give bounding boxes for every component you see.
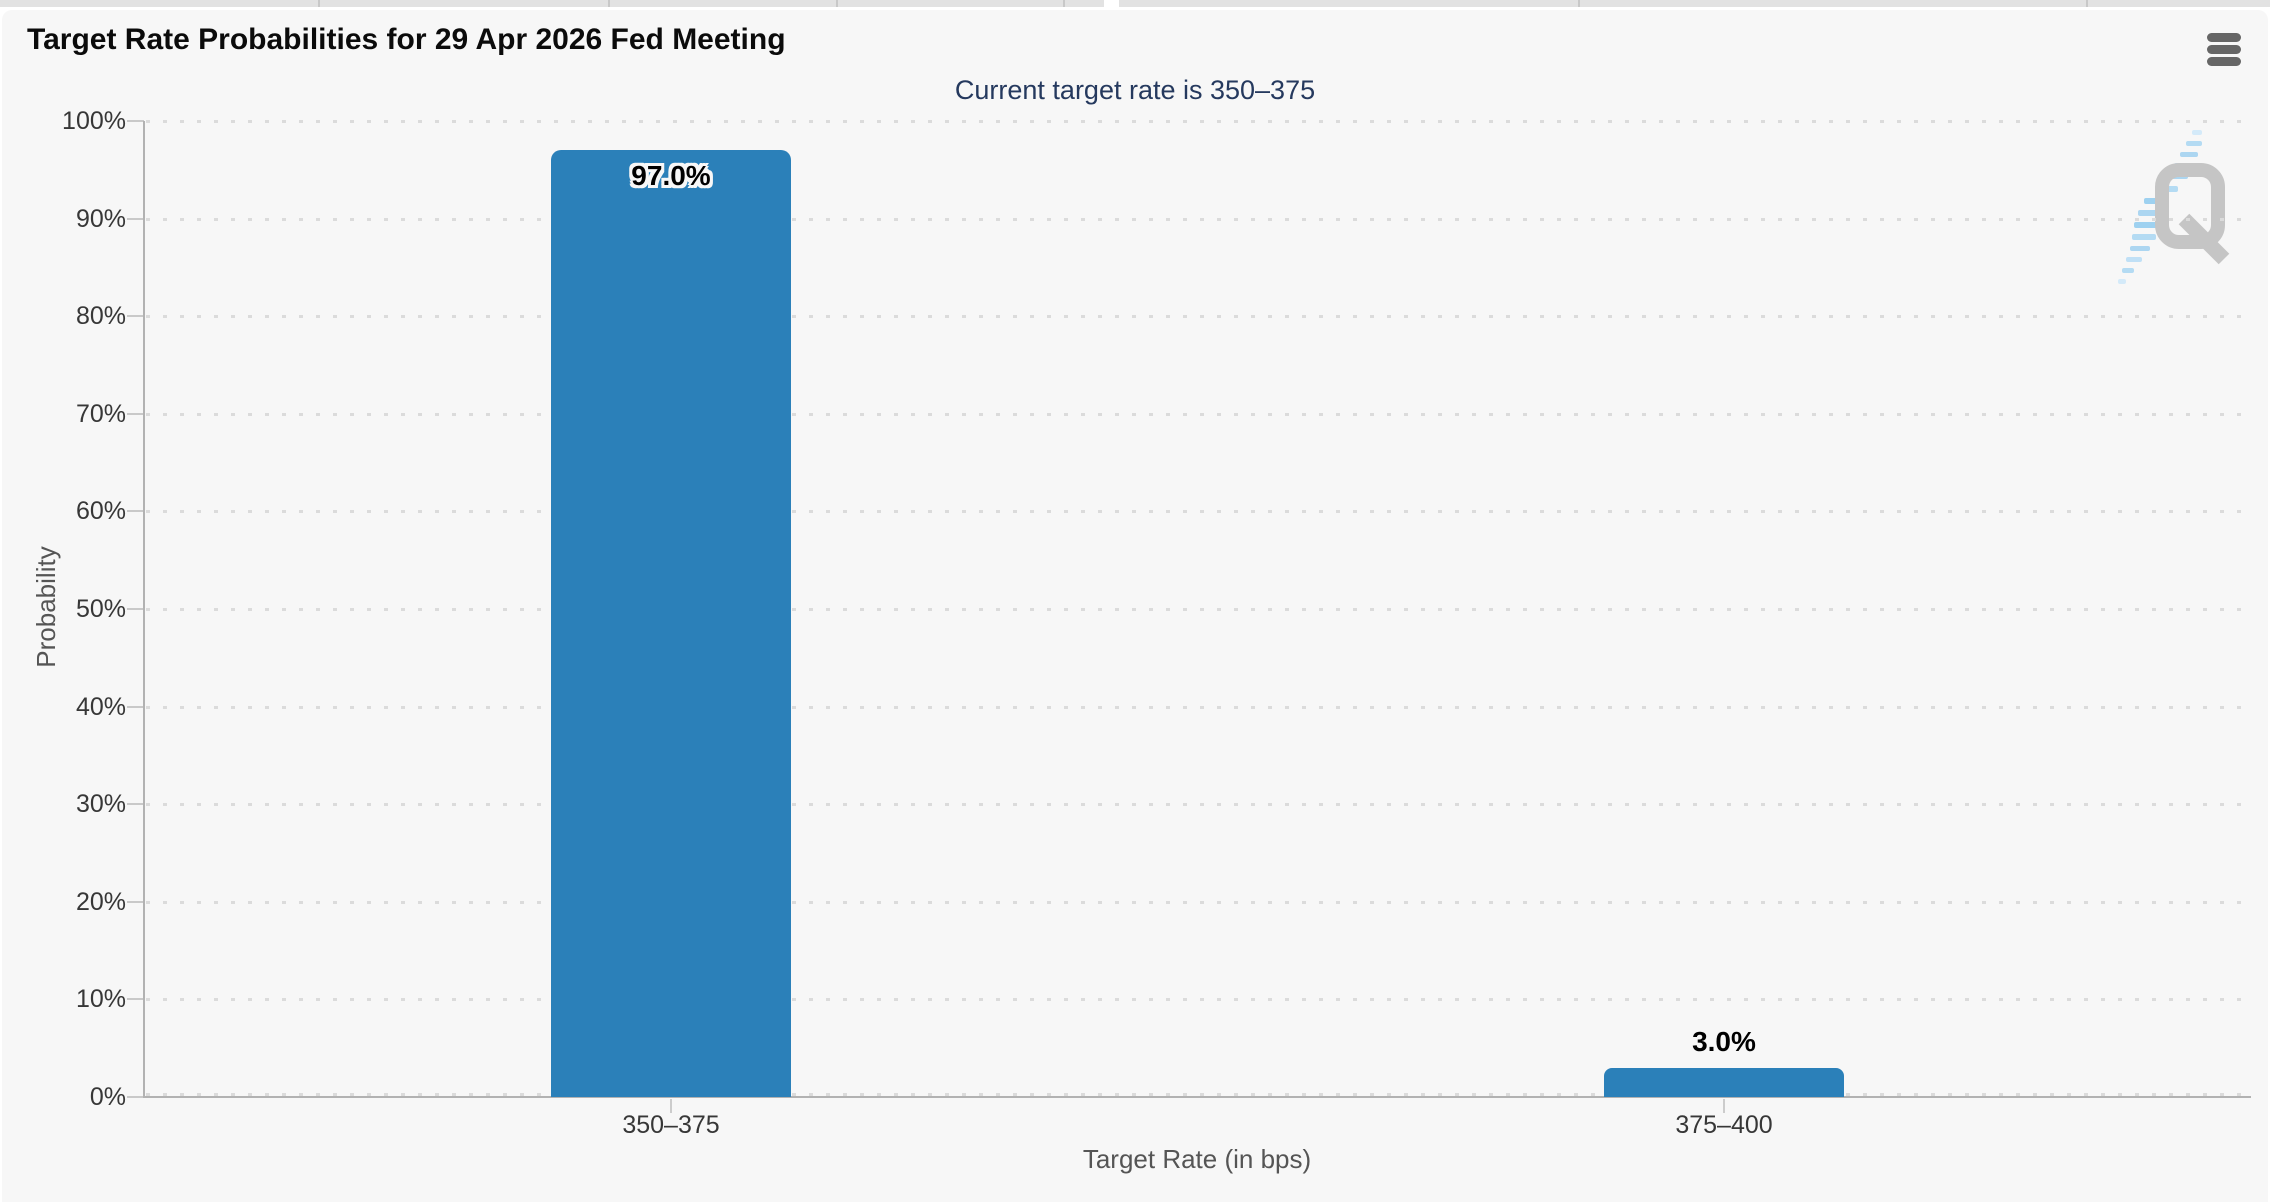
y-axis-tick <box>127 315 144 317</box>
y-axis-title: Probability <box>31 546 61 668</box>
strip-separator <box>318 0 320 7</box>
hamburger-icon <box>2207 45 2241 54</box>
x-axis-tick <box>1723 1099 1725 1113</box>
strip-separator <box>1578 0 1580 7</box>
y-axis-tick <box>127 120 144 122</box>
y-axis-tick <box>127 803 144 805</box>
chart-context-menu-button[interactable] <box>2203 29 2245 71</box>
strip-separator <box>1063 0 1065 7</box>
y-gridline <box>146 218 2250 221</box>
y-gridline <box>146 706 2250 709</box>
y-axis-tick-label: 50% <box>75 595 126 623</box>
y-gridline <box>146 315 2250 318</box>
y-axis-tick-label: 80% <box>75 302 126 330</box>
y-axis-tick <box>127 1096 144 1098</box>
y-gridline <box>146 998 2250 1001</box>
y-axis-tick-label: 60% <box>75 497 126 525</box>
strip-separator <box>836 0 838 7</box>
strip-separator <box>2086 0 2088 7</box>
y-axis-tick <box>127 510 144 512</box>
y-axis-tick-label: 90% <box>75 205 126 233</box>
top-edge-strip <box>0 0 2270 7</box>
probability-bar[interactable] <box>551 150 791 1097</box>
strip-gap <box>1104 0 1119 7</box>
x-axis-category-label: 350–375 <box>622 1111 720 1139</box>
strip-separator <box>608 0 610 7</box>
y-gridline <box>146 803 2250 806</box>
y-gridline <box>146 1093 2250 1096</box>
y-gridline <box>146 510 2250 513</box>
y-axis-tick-label: 100% <box>62 107 126 135</box>
y-axis-tick-label: 30% <box>75 790 126 818</box>
y-axis-tick <box>127 218 144 220</box>
y-gridline <box>146 120 2250 123</box>
chart-panel <box>2 10 2268 1202</box>
x-axis-title: Target Rate (in bps) <box>1082 1144 1312 1174</box>
y-axis-tick-label: 70% <box>75 400 126 428</box>
y-axis-tick <box>127 608 144 610</box>
y-gridline <box>146 608 2250 611</box>
probability-bar[interactable] <box>1604 1068 1844 1097</box>
hamburger-icon <box>2207 33 2241 42</box>
x-axis-category-label: 375–400 <box>1675 1111 1773 1139</box>
y-axis-tick-label: 0% <box>89 1083 126 1111</box>
chart-subtitle: Current target rate is 350–375 <box>954 75 1316 105</box>
y-axis-line <box>143 121 145 1098</box>
y-axis-tick <box>127 901 144 903</box>
y-axis-tick-label: 40% <box>75 693 126 721</box>
bar-value-label: 3.0% <box>1692 1026 1756 1057</box>
watermark-q-letter <box>2155 163 2230 265</box>
x-axis-line <box>143 1096 2251 1098</box>
chart-title: Target Rate Probabilities for 29 Apr 202… <box>27 23 786 56</box>
watermark-q-logo <box>2118 130 2230 284</box>
y-axis-tick-label: 10% <box>75 985 126 1013</box>
bar-value-label: 97.0% <box>631 160 711 191</box>
y-axis-tick-label: 20% <box>75 888 126 916</box>
y-gridline <box>146 901 2250 904</box>
x-axis-tick <box>670 1099 672 1113</box>
y-axis-tick <box>127 706 144 708</box>
hamburger-icon <box>2207 57 2241 66</box>
y-axis-tick <box>127 998 144 1000</box>
y-axis-tick <box>127 413 144 415</box>
y-gridline <box>146 413 2250 416</box>
